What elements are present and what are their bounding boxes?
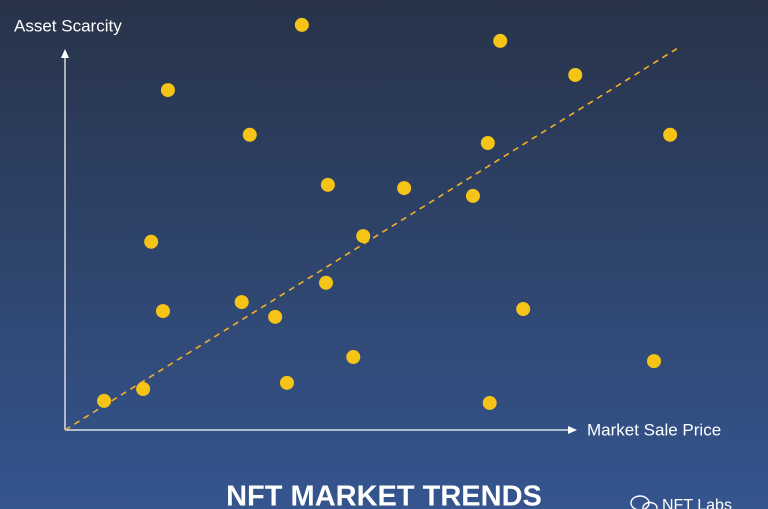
data-point bbox=[319, 275, 334, 290]
data-point bbox=[144, 234, 159, 249]
x-axis-arrow bbox=[568, 426, 577, 434]
data-point bbox=[320, 177, 335, 192]
data-point bbox=[97, 393, 112, 408]
data-point bbox=[568, 67, 583, 82]
data-point bbox=[482, 395, 497, 410]
data-point bbox=[647, 354, 661, 369]
data-point bbox=[397, 181, 412, 196]
y-axis-arrow bbox=[61, 49, 69, 58]
data-point bbox=[516, 302, 531, 317]
data-point bbox=[294, 17, 309, 32]
y-axis-label: Asset Scarcity bbox=[14, 16, 122, 35]
data-point bbox=[465, 188, 480, 203]
data-point bbox=[493, 33, 508, 48]
data-point bbox=[160, 83, 175, 98]
data-point bbox=[268, 309, 283, 324]
data-point bbox=[279, 375, 294, 390]
data-point bbox=[346, 350, 361, 365]
data-point bbox=[356, 229, 371, 244]
watermark: NFT Labs bbox=[662, 497, 732, 509]
data-point bbox=[242, 127, 257, 142]
data-point bbox=[155, 304, 170, 319]
data-point bbox=[480, 136, 495, 150]
data-point bbox=[136, 382, 151, 396]
x-axis-label: Market Sale Price bbox=[587, 420, 721, 439]
chart-title: NFT MARKET TRENDS bbox=[226, 481, 542, 509]
data-point bbox=[663, 127, 678, 142]
watermark-icon bbox=[630, 495, 658, 509]
data-point bbox=[234, 295, 249, 310]
